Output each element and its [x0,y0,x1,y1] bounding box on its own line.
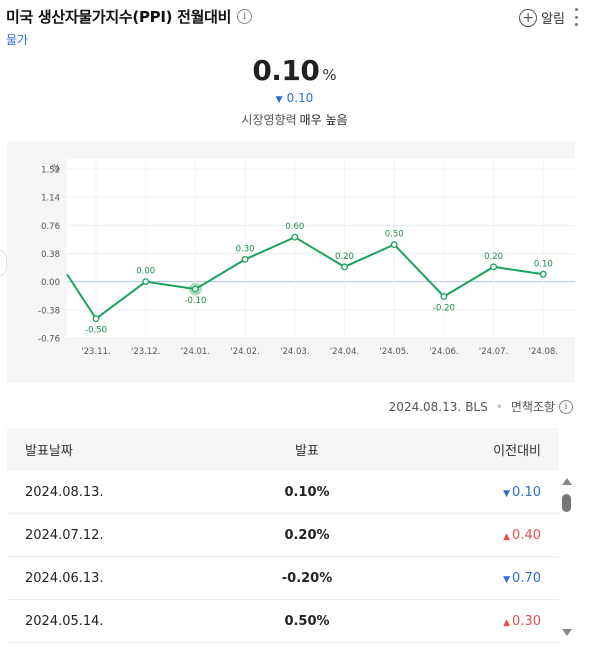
y-tick-label: 1.14 [41,194,60,204]
row-value: 0.50% [284,613,330,629]
x-tick-label: '24.05. [380,347,409,357]
col-header-value: 발표 [295,444,319,459]
data-point [341,263,348,271]
scroll-down-icon[interactable] [562,629,572,636]
side-handle[interactable] [0,249,7,277]
down-arrow-icon: ▼ [503,574,511,585]
data-label: 0.20 [484,252,503,262]
indicator-title: 미국 생산자물가지수(PPI) 전월대비 [6,8,232,26]
y-axis-label: % [52,164,60,174]
y-tick-label: -0.38 [38,306,60,316]
row-value: 0.20% [284,527,330,543]
row-date: 2024.06.13. [25,570,104,586]
row-diff: ▲ 0.40 [407,528,559,543]
row-diff-value: 0.30 [512,613,541,629]
line-chart: 1.52 1.14 0.76 0.38 0.00 -0.38 -0.76% '23.11. '2… [38,159,575,357]
row-date: 2024.07.12. [25,527,104,543]
disclaimer-link[interactable]: 면책조항 [510,400,555,414]
data-label: 0.20 [335,252,354,262]
plus-circle-icon: + [519,8,538,27]
market-impact: 시장영향력 매우 높음 [0,111,589,128]
change-value: 0.10 [286,91,314,105]
impact-label: 시장영향력 [241,113,297,127]
separator: • [495,399,503,414]
chart-area: 1.52 1.14 0.76 0.38 0.00 -0.38 -0.76% '23.11. '2… [7,141,575,383]
data-label: -0.50 [85,326,107,336]
x-tick-label: '24.08. [529,347,558,357]
summary-block: 0.10% ▼ 0.10 시장영향력 매우 높음 [0,54,589,128]
row-value: -0.20% [281,570,333,586]
x-tick-label: '24.04. [330,347,359,357]
down-arrow-icon: ▼ [275,95,283,105]
data-point [241,255,249,263]
col-header-date: 발표날짜 [25,444,73,459]
y-tick-label: 0.38 [41,250,60,260]
current-value: 0.10 [252,54,320,87]
scroll-thumb[interactable] [562,494,571,512]
y-tick-label: -0.76 [38,335,60,345]
data-point [539,270,547,278]
scroll-up-icon[interactable] [562,478,572,485]
data-point [440,293,448,300]
x-tick-label: '24.01. [181,347,210,357]
data-point [390,241,398,249]
down-arrow-icon: ▼ [503,488,511,499]
up-arrow-icon: ▲ [503,617,511,628]
y-tick-label: 0.76 [41,222,60,232]
table-row: 2024.06.13. -0.20% ▼ 0.70 [7,557,559,600]
row-diff-value: 0.70 [512,570,541,586]
x-tick-label: '24.02. [230,347,259,357]
col-header-diff: 이전대비 [493,444,541,459]
row-diff: ▲ 0.30 [407,614,559,629]
row-diff: ▼ 0.70 [407,571,559,586]
data-label: 0.30 [236,244,255,254]
y-tick-label: 1.52 [41,166,60,176]
x-tick-label: '24.03. [280,347,309,357]
data-label: 0.60 [285,222,304,232]
impact-value: 매우 높음 [299,113,348,127]
up-arrow-icon: ▲ [503,531,511,542]
table-row: 2024.05.14. 0.50% ▲ 0.30 [7,600,559,643]
change-indicator: ▼ 0.10 [0,91,589,105]
row-diff-value: 0.40 [512,527,541,543]
release-date: 2024.08.13. [388,399,462,414]
source-row: 2024.08.13. BLS • 면책조항 i [389,398,573,415]
data-label: -0.20 [433,303,455,313]
x-tick-label: '23.12. [131,347,160,357]
source-agency: BLS [465,399,488,414]
data-label: 0.00 [136,267,155,277]
plot-background [67,159,575,338]
row-date: 2024.05.14. [25,613,104,629]
data-point [92,315,100,323]
x-tick-label: '24.07. [479,347,508,357]
row-value: 0.10% [284,484,330,500]
table-header: 발표날짜 발표 이전대비 [7,428,559,471]
data-point [490,263,498,271]
row-diff: ▼ 0.10 [407,485,559,500]
row-diff-value: 0.10 [512,484,541,500]
indicator-header: 미국 생산자물가지수(PPI) 전월대비 i 물가 [6,6,583,47]
data-point [291,233,299,241]
alarm-button[interactable]: + 알림 [519,8,565,27]
data-label: 0.10 [534,259,553,269]
info-icon[interactable]: i [237,9,253,24]
table-scrollbar[interactable] [560,472,574,642]
data-label: 0.50 [385,230,404,240]
alarm-label: 알림 [541,12,565,27]
y-tick-label: 0.00 [41,278,60,288]
table-row: 2024.07.12. 0.20% ▲ 0.40 [7,514,559,557]
more-options-icon[interactable] [573,8,579,26]
x-tick-label: '23.11. [81,347,110,357]
x-tick-label: '24.06. [429,347,458,357]
data-label: -0.10 [184,296,206,306]
data-point [142,278,150,286]
row-date: 2024.08.13. [25,484,104,500]
release-table: 발표날짜 발표 이전대비 2024.08.13. 0.10% ▼ 0.10 202… [7,428,559,643]
value-unit: % [322,66,337,84]
data-point [191,285,199,293]
category-link[interactable]: 물가 [6,33,29,47]
info-icon[interactable]: i [559,399,573,414]
table-row: 2024.08.13. 0.10% ▼ 0.10 [7,471,559,514]
